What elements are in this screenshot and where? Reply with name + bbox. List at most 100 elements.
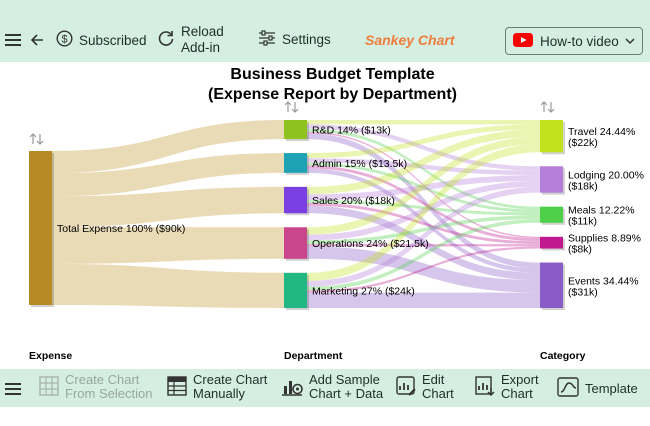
level-label-department: Department [284, 350, 343, 362]
sankey-link-rd-events [307, 133, 540, 269]
sankey-node-supplies[interactable] [540, 236, 563, 249]
sankey-link-rd-meals [307, 128, 540, 210]
sankey-link-total-sales [52, 186, 284, 228]
create-chart-manually-button[interactable]: Create Chart Manually [166, 373, 267, 401]
node-label-travel: Travel 24.44% [568, 126, 635, 138]
export-icon [474, 375, 496, 400]
node-label-events: Events 34.44% [568, 275, 639, 287]
sort-arrows-icon[interactable] [29, 133, 44, 145]
template-icon [556, 376, 580, 401]
export-line2: Chart [501, 386, 533, 401]
chart-title-line1: Business Budget Template [230, 66, 435, 83]
sankey-link-ops-meals [307, 215, 540, 245]
howto-video-label: How-to video [540, 33, 619, 49]
sliders-icon [258, 30, 276, 49]
create-from-selection-line2: From Selection [65, 386, 153, 401]
sankey-link-ops-travel [307, 136, 540, 235]
sankey-node-total[interactable] [29, 151, 52, 305]
edit-chart-button[interactable]: Edit Chart [395, 373, 454, 401]
add-sample-line2: Chart + Data [309, 386, 384, 401]
export-chart-button[interactable]: Export Chart [474, 373, 539, 401]
add-sample-line1: Add Sample [309, 372, 380, 387]
howto-video-dropdown[interactable]: How-to video [505, 27, 643, 55]
dollar-circle-icon: $ [56, 30, 73, 50]
sankey-link-total-rd [52, 120, 284, 174]
hamburger-menu-icon[interactable] [4, 32, 22, 48]
sankey-link-ops-lodging [307, 180, 540, 241]
back-arrow-icon[interactable] [29, 32, 45, 48]
reload-addin-button[interactable]: Reload Add-in [157, 24, 224, 56]
sankey-link-total-admin [52, 153, 284, 197]
settings-button[interactable]: Settings [258, 30, 331, 49]
sankey-link-admin-events [307, 168, 540, 273]
sankey-link-ops-events [307, 246, 540, 293]
table-icon [38, 375, 60, 400]
sankey-link-mkt-lodging [307, 186, 540, 287]
template-button[interactable]: Template [556, 376, 638, 401]
sankey-chart: Total Expense 100% ($90k) R&D 14% ($13k) A… [29, 101, 644, 362]
chevron-down-icon [624, 35, 636, 50]
chart-title-line2: (Expense Report by Department) [208, 86, 457, 103]
reload-label-line1: Reload [181, 24, 224, 39]
youtube-icon [513, 32, 533, 50]
sankey-link-rd-lodging [307, 124, 540, 171]
sankey-node-rd[interactable] [284, 120, 307, 140]
sankey-node-meals[interactable] [540, 206, 563, 223]
bottom-hamburger-menu-icon[interactable] [4, 381, 22, 402]
node-label-total: Total Expense 100% ($90k) [57, 223, 185, 235]
sankey-node-lodging[interactable] [540, 166, 563, 193]
node-sublabel-lodging: ($18k) [568, 180, 598, 192]
create-manually-line1: Create Chart [193, 372, 268, 387]
edit-chart-icon [395, 375, 417, 400]
app-title: Sankey Chart [365, 32, 455, 48]
sort-arrows-icon[interactable] [540, 101, 555, 113]
sankey-node-admin[interactable] [284, 153, 307, 173]
sankey-link-rd-supplies [307, 131, 540, 239]
node-label-ops: Operations 24% ($21.5k) [312, 238, 429, 250]
template-label: Template [585, 380, 638, 396]
create-from-selection-line1: Create Chart [65, 372, 140, 387]
level-label-category: Category [540, 350, 586, 362]
sankey-link-admin-travel [307, 124, 540, 159]
bottom-toolbar: Create Chart From Selection Create Chart… [0, 369, 650, 407]
node-label-lodging: Lodging 20.00% [568, 169, 644, 181]
node-label-meals: Meals 12.22% [568, 205, 635, 217]
sankey-node-events[interactable] [540, 262, 563, 308]
sankey-link-sales-supplies [307, 203, 540, 245]
create-chart-from-selection-button[interactable]: Create Chart From Selection [38, 373, 152, 401]
node-label-supplies: Supplies 8.89% [568, 233, 641, 245]
chart-gear-icon [280, 375, 304, 400]
sankey-node-ops[interactable] [284, 227, 307, 259]
sankey-link-total-ops [52, 227, 284, 264]
node-sublabel-supplies: ($8k) [568, 244, 592, 256]
sankey-node-mkt[interactable] [284, 272, 307, 308]
sankey-link-mkt-events [307, 292, 540, 308]
node-sublabel-meals: ($11k) [568, 216, 597, 228]
sankey-link-mkt-meals [307, 219, 540, 291]
reload-label-line2: Add-in [181, 40, 221, 55]
subscribed-button[interactable]: $ Subscribed [56, 30, 147, 50]
sankey-link-admin-lodging [307, 158, 540, 176]
sankey-link-mkt-supplies [307, 246, 540, 293]
export-line1: Export [501, 372, 539, 387]
subscribed-label: Subscribed [79, 32, 147, 48]
sankey-link-sales-meals [307, 200, 540, 216]
create-manually-line2: Manually [193, 386, 246, 401]
node-sublabel-travel: ($22k) [568, 137, 598, 149]
sankey-link-rd-travel [307, 120, 540, 125]
sankey-node-travel[interactable] [540, 120, 563, 153]
grid-table-icon [166, 375, 188, 400]
sankey-link-admin-supplies [307, 165, 540, 242]
refresh-icon [157, 29, 175, 51]
node-label-rd: R&D 14% ($13k) [312, 125, 391, 137]
sankey-node-sales[interactable] [284, 186, 307, 214]
sankey-link-sales-lodging [307, 175, 540, 201]
sort-arrows-icon[interactable] [284, 101, 299, 113]
node-label-mkt: Marketing 27% ($24k) [312, 285, 415, 297]
sankey-link-sales-travel [307, 129, 540, 195]
svg-text:$: $ [61, 34, 67, 46]
sankey-link-mkt-travel [307, 144, 540, 281]
sankey-chart-area: Business Budget Template (Expense Report… [0, 62, 650, 369]
level-label-expense: Expense [29, 350, 72, 362]
add-sample-chart-button[interactable]: Add Sample Chart + Data [280, 373, 383, 401]
